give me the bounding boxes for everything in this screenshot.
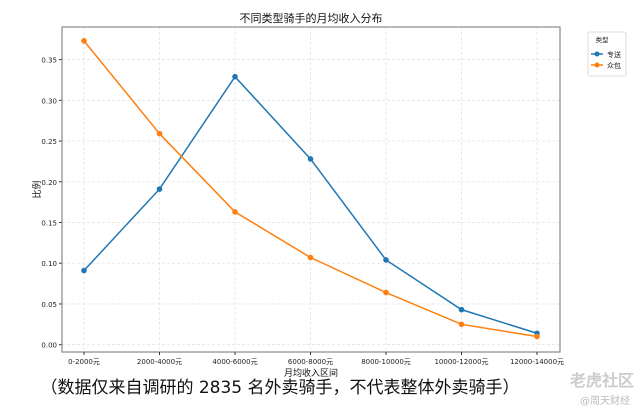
- legend-title: 类型: [596, 35, 610, 44]
- data-point: [383, 257, 389, 263]
- data-point: [534, 333, 540, 340]
- y-tick-label: 0.15: [41, 219, 57, 227]
- data-point: [156, 186, 163, 192]
- y-tick-label: 0.20: [41, 179, 57, 187]
- y-tick-label: 0.10: [41, 260, 57, 268]
- watermark: 老虎社区: [569, 371, 634, 390]
- x-tick-label: 0-2000元: [68, 358, 100, 366]
- y-tick-label: 0.35: [41, 57, 57, 65]
- x-tick-label: 8000-10000元: [361, 358, 411, 366]
- data-point: [232, 73, 238, 80]
- y-axis-label: 比例: [31, 180, 43, 198]
- y-tick-label: 0.25: [41, 138, 57, 146]
- x-tick-label: 10000-12000元: [434, 358, 488, 366]
- x-tick-label: 2000-4000元: [137, 358, 182, 366]
- data-point: [232, 209, 238, 215]
- x-tick-label: 4000-6000元: [212, 358, 257, 366]
- caption: （数据仅来自调研的 2835 名外卖骑手，不代表整体外卖骑手）: [40, 378, 520, 398]
- x-axis-label: 月均收入区间: [284, 367, 338, 379]
- plot-frame: [61, 26, 561, 353]
- chart-title: 不同类型骑手的月均收入分布: [240, 11, 383, 25]
- legend-marker: [594, 51, 600, 57]
- data-point: [81, 38, 87, 44]
- data-point: [307, 156, 314, 162]
- x-tick-label: 12000-14000元: [510, 358, 564, 366]
- data-point: [458, 306, 465, 313]
- legend-label: 专送: [607, 50, 621, 59]
- y-tick-label: 0.05: [41, 301, 57, 309]
- data-point: [156, 130, 163, 137]
- legend-label: 众包: [607, 61, 621, 70]
- watermark-author: @周天财经: [580, 396, 630, 407]
- data-point: [307, 254, 314, 261]
- y-tick-label: 0.00: [41, 342, 57, 350]
- x-tick-label: 6000-8000元: [288, 358, 333, 366]
- data-point: [81, 267, 87, 274]
- y-tick-label: 0.30: [41, 97, 57, 105]
- data-point: [383, 289, 389, 296]
- data-point: [458, 321, 465, 328]
- legend-marker: [594, 62, 600, 68]
